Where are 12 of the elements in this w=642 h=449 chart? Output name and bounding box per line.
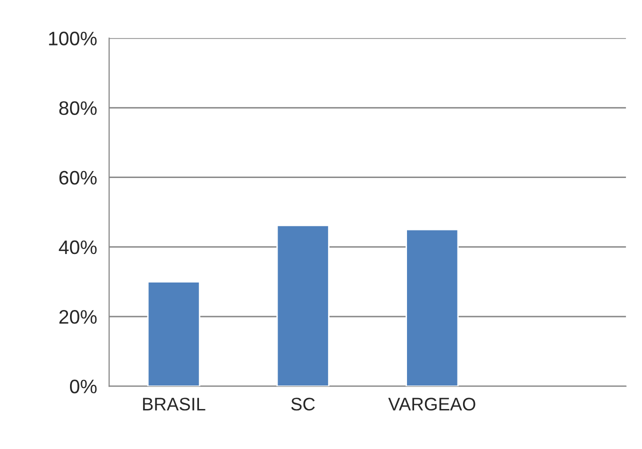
- y-tick-label: 20%: [59, 310, 97, 324]
- bar: [276, 224, 330, 386]
- x-tick-label: BRASIL: [143, 398, 206, 411]
- y-tick-label: 60%: [59, 170, 97, 185]
- y-tick-label: 0%: [70, 380, 97, 394]
- bar: [147, 281, 200, 386]
- y-tick-label: 40%: [58, 240, 97, 254]
- x-tick-label: VARGEAO: [388, 398, 476, 411]
- y-tick-label: 100%: [49, 32, 97, 46]
- y-tick-label: 80%: [59, 101, 97, 115]
- x-tick-label: SC: [291, 398, 315, 411]
- bar: [406, 228, 459, 386]
